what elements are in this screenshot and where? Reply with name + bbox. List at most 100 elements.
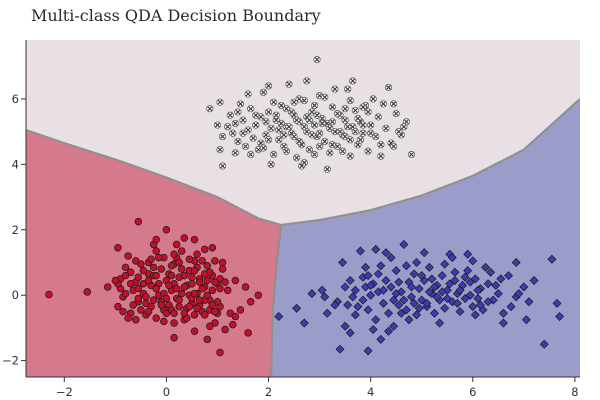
data-point xyxy=(185,302,194,311)
data-point xyxy=(241,283,250,291)
data-point xyxy=(305,146,313,154)
data-point xyxy=(152,284,160,293)
data-point xyxy=(267,160,275,168)
data-point xyxy=(519,282,529,292)
data-point xyxy=(208,286,217,295)
data-point xyxy=(134,284,143,293)
boundary-class0-vs-class1 xyxy=(270,224,283,377)
data-point xyxy=(361,262,371,272)
data-point xyxy=(353,302,363,312)
data-point xyxy=(450,275,460,285)
data-point xyxy=(137,306,145,314)
y-axis-ticks: −2 0 2 4 6 xyxy=(2,92,26,368)
data-point xyxy=(368,325,378,335)
data-point xyxy=(346,96,354,105)
data-point xyxy=(190,266,199,275)
data-point xyxy=(216,146,224,154)
data-point xyxy=(198,284,206,293)
data-point xyxy=(249,134,257,142)
data-point xyxy=(144,276,153,285)
data-point xyxy=(203,335,212,344)
data-point xyxy=(498,308,508,318)
data-point xyxy=(252,121,260,129)
data-point xyxy=(384,83,393,92)
data-point xyxy=(190,311,199,319)
data-point xyxy=(323,165,331,173)
data-point xyxy=(200,245,209,254)
data-point xyxy=(190,235,199,244)
data-point xyxy=(381,248,391,258)
data-point xyxy=(229,129,237,137)
data-point xyxy=(333,110,342,118)
data-point xyxy=(295,137,303,146)
data-point xyxy=(216,348,224,357)
data-point xyxy=(292,303,302,313)
data-point xyxy=(401,261,411,271)
data-point xyxy=(326,124,334,132)
data-point xyxy=(455,307,465,317)
data-point xyxy=(321,137,329,146)
data-point xyxy=(274,311,284,321)
data-point xyxy=(149,296,158,304)
data-point xyxy=(488,295,498,305)
data-point xyxy=(343,300,353,310)
data-point xyxy=(259,144,268,152)
data-point xyxy=(239,129,247,137)
data-point xyxy=(463,266,473,276)
data-point xyxy=(396,308,406,318)
data-point xyxy=(275,136,283,144)
data-point xyxy=(152,235,160,244)
data-point xyxy=(317,285,327,295)
data-point xyxy=(331,85,339,93)
data-point xyxy=(491,280,501,290)
data-point xyxy=(340,321,350,331)
data-point xyxy=(175,296,183,304)
data-point xyxy=(126,280,135,288)
data-point xyxy=(395,128,403,136)
data-point xyxy=(366,290,376,300)
data-point xyxy=(272,111,280,119)
data-point xyxy=(310,121,319,129)
data-point xyxy=(378,298,388,308)
data-point xyxy=(247,105,255,113)
data-point xyxy=(378,285,388,295)
data-point xyxy=(180,234,189,242)
data-point xyxy=(338,147,347,155)
data-point xyxy=(170,250,178,259)
data-point xyxy=(379,100,388,108)
data-point xyxy=(465,277,475,287)
data-point xyxy=(321,93,329,101)
data-point xyxy=(226,111,234,119)
data-point xyxy=(460,272,470,282)
data-point xyxy=(282,105,291,113)
data-point xyxy=(218,265,227,273)
data-point xyxy=(264,108,273,116)
data-point xyxy=(134,217,143,226)
data-point xyxy=(285,80,293,88)
data-point xyxy=(330,300,340,310)
data-point xyxy=(213,121,222,129)
data-point xyxy=(483,297,493,307)
data-point xyxy=(354,114,362,123)
data-point xyxy=(440,303,450,313)
data-point xyxy=(356,136,365,144)
data-point xyxy=(244,329,252,337)
data-point xyxy=(103,283,112,291)
data-point xyxy=(236,100,245,108)
data-point xyxy=(121,263,130,272)
data-point xyxy=(493,289,503,299)
data-point xyxy=(400,123,408,131)
data-point xyxy=(308,131,316,139)
data-point xyxy=(371,315,381,325)
data-point xyxy=(450,267,460,277)
data-point xyxy=(328,141,336,149)
data-point xyxy=(481,262,491,272)
data-point xyxy=(348,292,358,302)
data-point xyxy=(307,289,317,299)
data-point xyxy=(412,310,422,320)
data-point xyxy=(303,77,311,85)
data-point xyxy=(524,297,534,307)
data-point xyxy=(203,276,212,285)
data-point xyxy=(341,132,349,141)
data-point xyxy=(394,300,404,310)
